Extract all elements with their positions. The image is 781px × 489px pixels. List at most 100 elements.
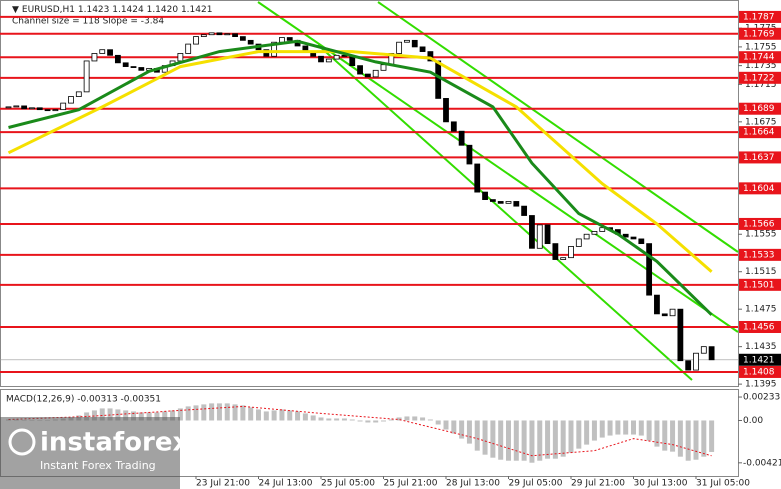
y-tick-label: 1.1555 [745,230,777,240]
level-label-box [739,71,781,84]
macd-bar [709,420,715,452]
candle [91,53,98,62]
candle [599,227,606,232]
level-label-box [739,102,781,115]
level-label-box [739,10,781,23]
candle [654,294,660,315]
level-label-box [739,248,781,261]
channel-line [317,44,693,381]
level-label-box [739,182,781,195]
macd-bar [193,405,199,421]
candle [568,246,574,259]
macd-bar [482,420,488,455]
macd-bar [170,410,176,421]
candle [396,41,403,54]
level-label-box [739,27,781,40]
candle [435,60,442,99]
candle [411,39,418,48]
macd-bar [209,403,215,421]
chart-subtitle: Channel size = 118 Slope = -3.84 [12,17,164,27]
candle [544,224,551,245]
macd-bar [138,412,144,421]
macd-bar [576,420,582,449]
macd-bar [474,420,480,451]
macd-bar [646,420,652,441]
level-label: 1.1604 [743,184,775,194]
candle [44,109,51,112]
level-label-box [739,51,781,64]
macd-bar [599,420,605,438]
macd-bar [373,420,379,423]
macd-bar [607,420,613,436]
candle [5,106,12,109]
macd-bar [506,420,511,461]
candle [497,201,504,204]
candle [450,121,457,132]
candle [583,233,590,240]
macd-bar [357,420,363,422]
macd-bar [451,420,457,434]
x-tick-label: 28 Jul 13:00 [446,479,500,489]
candle [505,201,512,204]
macd-bar [420,417,426,421]
macd-bar [201,404,207,421]
candle [638,238,645,245]
candle [286,37,293,41]
macd-bar [256,409,261,421]
level-label: 1.1456 [743,322,775,332]
candle [372,69,379,78]
level-label: 1.1722 [743,73,775,83]
y-tick-label: 1.1755 [745,42,777,52]
level-label-box [739,278,781,291]
macd-bar [685,420,691,461]
candle [122,62,129,67]
candle [318,55,324,63]
watermark-subtext: Instant Forex Trading [40,459,156,472]
macd-bar [91,410,97,421]
candle [482,191,488,200]
candle [474,163,481,193]
candle [669,308,676,317]
current-price-box [739,353,781,366]
watermark-logo [8,428,36,456]
candle [107,49,113,56]
candle [521,205,528,216]
macd-bar [240,405,246,421]
candle [208,32,215,36]
macd-bar [341,418,347,421]
candle [700,346,707,354]
macd-bar [216,403,222,421]
macd-bar [326,418,332,421]
macd-bar [521,420,527,461]
macd-title: MACD(12,26,9) -0.00313 -0.00351 [6,395,161,405]
candle [552,243,559,260]
watermark: instaforex Instant Forex Trading [0,417,190,489]
level-label: 1.1637 [743,153,775,163]
candle [489,199,496,202]
candle [529,215,535,249]
macd-bar [287,410,293,421]
level-label-box [739,151,781,164]
macd-bar [185,406,191,421]
watermark-box [0,417,180,489]
level-label: 1.1501 [743,280,775,290]
candle [21,105,28,110]
macd-bar [427,419,433,421]
macd-bar [388,419,394,421]
macd-bar [224,403,230,421]
macd-bar [318,417,324,421]
candle [232,33,238,37]
macd-bar [334,418,340,421]
macd-bar [490,420,496,458]
candle [513,201,520,207]
macd-bar [248,407,254,421]
moving-average [8,39,713,316]
price-pane-frame [0,0,739,387]
candle [271,41,278,57]
candle [177,53,184,62]
channel-line [377,1,739,253]
x-tick-label: 29 Jul 05:00 [509,479,563,489]
level-label: 1.1744 [743,53,775,63]
macd-y-tick-label: -0.00421 [743,458,781,468]
level-label: 1.1533 [743,250,775,260]
